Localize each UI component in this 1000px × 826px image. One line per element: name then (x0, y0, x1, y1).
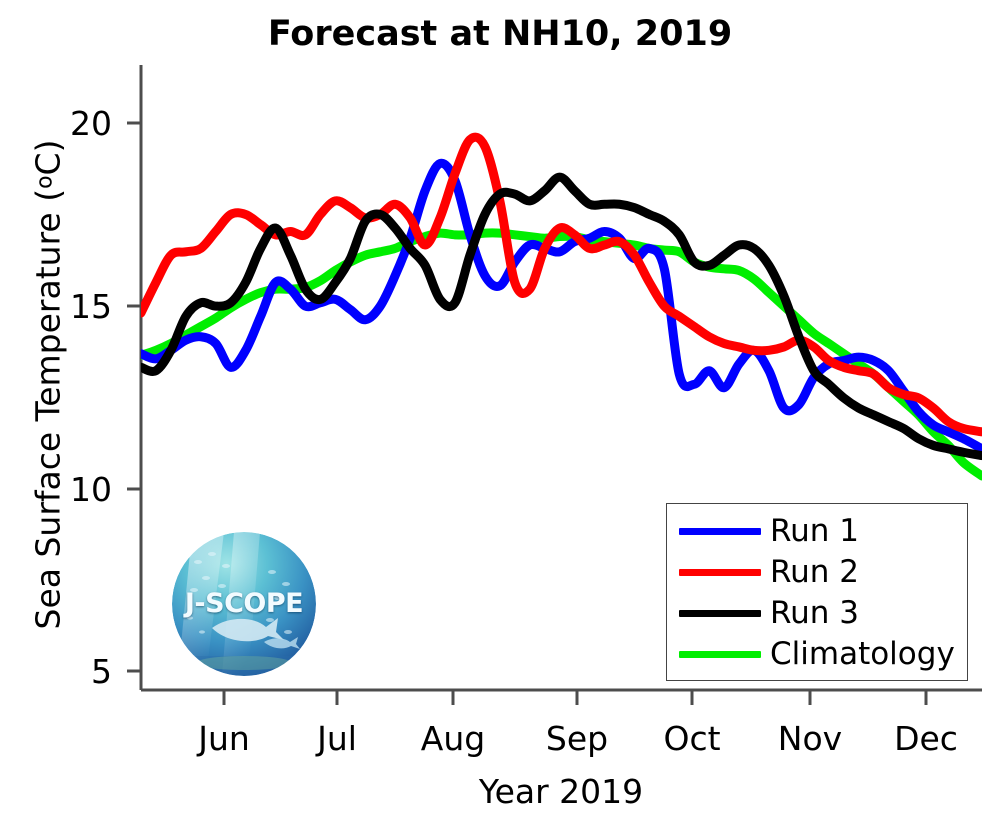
x-tick-label-oct: Oct (663, 719, 721, 758)
x-axis-label: Year 2019 (478, 772, 644, 811)
legend-item-climatology: Climatology (679, 634, 957, 675)
jscope-logo: J-SCOPE (172, 532, 316, 676)
legend-swatch-climatology (679, 651, 761, 658)
logo-artwork (172, 532, 316, 676)
legend-label-run-2: Run 2 (770, 554, 860, 590)
x-axis-ticks (222, 690, 928, 705)
x-tick-label-dec: Dec (894, 719, 958, 758)
series-line-climatology (141, 228, 982, 481)
chart-legend: Run 1 Run 2 Run 3 Climatology (666, 503, 968, 681)
legend-label-run-3: Run 3 (770, 595, 860, 631)
data-series-group (141, 132, 982, 481)
x-tick-label-jun: Jun (198, 719, 250, 758)
legend-item-run-3: Run 3 (679, 593, 957, 634)
legend-swatch-run-1 (679, 528, 761, 535)
legend-label-climatology: Climatology (770, 636, 955, 672)
y-tick-label-15: 15 (70, 287, 112, 326)
chart-title: Forecast at NH10, 2019 (267, 14, 733, 54)
legend-swatch-run-2 (679, 569, 761, 576)
legend-item-run-2: Run 2 (679, 552, 957, 593)
legend-label-run-1: Run 1 (770, 513, 860, 549)
series-line-run-3 (141, 172, 982, 461)
x-tick-label-jul: Jul (317, 719, 357, 758)
legend-swatch-run-3 (679, 610, 761, 617)
x-tick-label-aug: Aug (420, 719, 486, 758)
y-axis-ticks (127, 121, 141, 673)
x-tick-label-nov: Nov (777, 719, 843, 758)
y-tick-label-20: 20 (70, 104, 112, 143)
y-tick-label-10: 10 (70, 470, 112, 509)
axis-spines (139, 65, 982, 692)
logo-text: J-SCOPE (184, 588, 304, 619)
y-tick-label-5: 5 (91, 652, 112, 691)
x-tick-label-sep: Sep (545, 719, 609, 758)
legend-item-run-1: Run 1 (679, 511, 957, 552)
